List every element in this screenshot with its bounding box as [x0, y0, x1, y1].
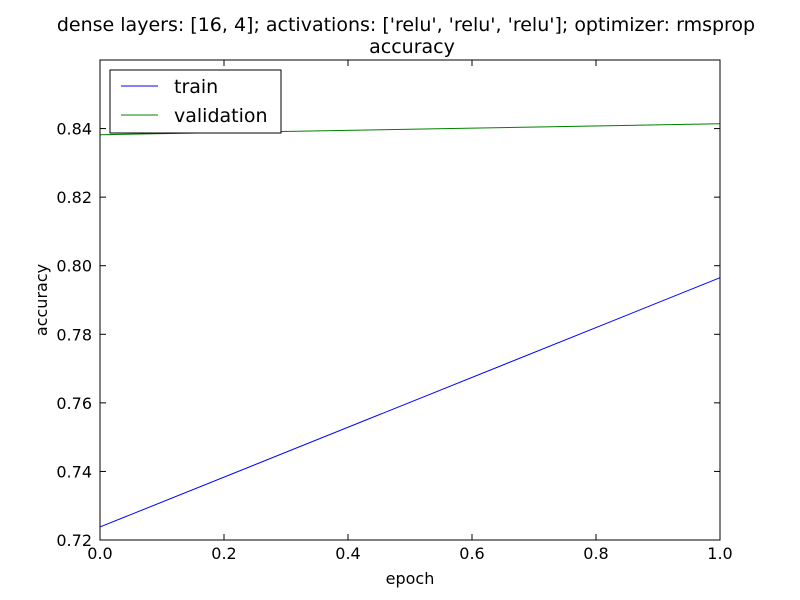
- x-tick-label: 1.0: [707, 544, 732, 563]
- x-tick-label: 0.0: [87, 544, 112, 563]
- y-axis-label: accuracy: [32, 264, 51, 336]
- plot-area: [100, 60, 720, 540]
- x-tick-label: 0.8: [583, 544, 608, 563]
- y-tick-label: 0.82: [56, 188, 92, 207]
- y-tick-label: 0.72: [56, 531, 92, 550]
- y-tick-label: 0.74: [56, 462, 92, 481]
- legend-box: [109, 69, 282, 134]
- x-tick-label: 0.6: [459, 544, 484, 563]
- legend-label-train: train: [174, 76, 218, 98]
- legend: train validation: [109, 69, 282, 134]
- y-tick-label: 0.80: [56, 257, 92, 276]
- chart-subtitle: accuracy: [369, 36, 455, 58]
- x-tick-label: 0.2: [211, 544, 236, 563]
- x-tick-label: 0.4: [335, 544, 360, 563]
- series-line-train: [99, 277, 721, 528]
- tick-layer: 0.0 0.2 0.4 0.6 0.8 1.0 0.72 0.74 0.76 0.78 0.80 0.…: [56, 60, 733, 563]
- chart-title: dense layers: [16, 4]; activations: ['re…: [57, 14, 755, 36]
- legend-label-validation: validation: [174, 105, 268, 127]
- y-tick-label: 0.76: [56, 394, 92, 413]
- y-tick-label: 0.78: [56, 325, 92, 344]
- y-tick-label: 0.84: [56, 120, 92, 139]
- x-axis-label: epoch: [386, 569, 435, 588]
- plot-frame: [99, 59, 721, 541]
